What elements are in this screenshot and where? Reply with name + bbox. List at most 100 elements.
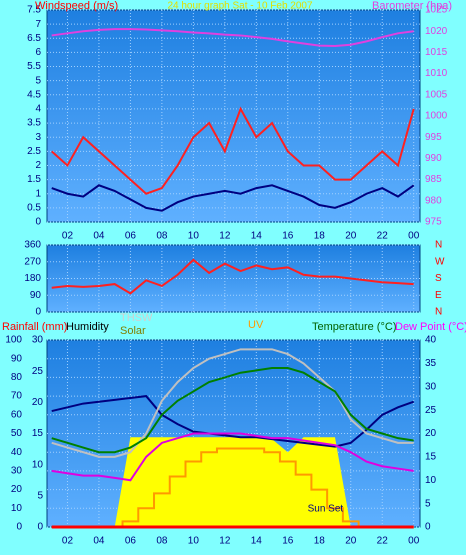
x-tick-label: 12 [219, 536, 231, 547]
x-tick-label: 20 [345, 536, 357, 547]
x-tick-label: 00 [408, 536, 420, 547]
y2-tick-label: S [435, 273, 442, 284]
area [51, 437, 414, 527]
y3-tick-label: 20 [32, 397, 44, 408]
y3-tick-label: 0 [37, 522, 43, 533]
y-tick-label: 0 [35, 307, 41, 318]
y2-tick-label: 5 [425, 498, 431, 509]
line [51, 367, 414, 454]
chart-title: 24 hour graph Sat - 10 Feb 2007 [167, 1, 313, 12]
x-tick-label: 18 [314, 231, 326, 242]
step-line [51, 447, 414, 528]
x-tick-label: 06 [125, 231, 137, 242]
y-tick-label: 3 [35, 132, 41, 143]
x-tick-label: 10 [188, 231, 200, 242]
y-tick-label: 0 [35, 217, 41, 228]
y3-tick-label: 30 [32, 335, 44, 346]
x-tick-label: 08 [156, 231, 168, 242]
line [51, 28, 414, 48]
y2-tick-label: E [435, 290, 442, 301]
y3-tick-label: 5 [37, 490, 43, 501]
line [51, 395, 415, 448]
y2-tick-label: 40 [425, 335, 437, 346]
y2-tick-label: 1015 [425, 47, 448, 58]
y2-tick-label: 990 [425, 153, 442, 164]
y-tick-label: 60 [11, 409, 23, 420]
y2-tick-label: 25 [425, 405, 437, 416]
y-tick-label: 180 [24, 273, 41, 284]
y3-tick-label: 10 [32, 459, 44, 470]
x-tick-label: 18 [314, 536, 326, 547]
y-axis-label: Windspeed (m/s) [35, 0, 118, 12]
y-tick-label: 50 [11, 428, 23, 439]
y2-tick-label: N [435, 240, 442, 251]
y2-tick-label: 0 [425, 522, 431, 533]
y2-tick-label: 1025 [425, 5, 448, 16]
y-tick-label: 6 [35, 47, 41, 58]
legend-entry: THSW [120, 312, 153, 324]
x-tick-label: 12 [219, 231, 231, 242]
y2-tick-label: W [435, 256, 445, 267]
y-tick-label: 40 [11, 447, 23, 458]
y-tick-label: 70 [11, 391, 23, 402]
legend-entry: Rainfall (mm) [2, 321, 67, 333]
x-tick-label: 04 [93, 536, 105, 547]
y-tick-label: 90 [11, 353, 23, 364]
y2-tick-label: 30 [425, 381, 437, 392]
y2-tick-label: 980 [425, 195, 442, 206]
x-tick-label: 06 [125, 536, 137, 547]
y2-tick-label: 15 [425, 452, 437, 463]
y-tick-label: 6.5 [27, 33, 41, 44]
y2-tick-label: 20 [425, 428, 437, 439]
line [51, 348, 414, 458]
y2-axis-label: Barometer (hpa) [372, 0, 452, 12]
y-tick-label: 1.5 [27, 174, 41, 185]
y3-tick-label: 25 [32, 366, 44, 377]
x-tick-label: 20 [345, 231, 357, 242]
legend-entry: Dew Point (°C) [395, 321, 466, 333]
y-tick-label: 360 [24, 240, 41, 251]
y2-tick-label: 1010 [425, 68, 448, 79]
y2-tick-label: 995 [425, 132, 442, 143]
y-tick-label: 7 [35, 19, 41, 30]
y-tick-label: 3.5 [27, 118, 41, 129]
x-tick-label: 14 [251, 536, 263, 547]
y-tick-label: 2 [35, 160, 41, 171]
legend-entry: Solar [120, 325, 146, 337]
y-tick-label: 4 [35, 104, 41, 115]
y2-tick-label: 10 [425, 475, 437, 486]
x-tick-label: 16 [282, 536, 294, 547]
x-tick-label: 16 [282, 231, 294, 242]
x-tick-label: 10 [188, 536, 200, 547]
line [51, 258, 414, 295]
y-tick-label: 80 [11, 372, 23, 383]
legend-entry: Temperature (°C) [312, 321, 396, 333]
x-tick-label: 02 [62, 536, 74, 547]
x-tick-label: 00 [408, 231, 420, 242]
y2-tick-label: N [435, 307, 442, 318]
line [51, 432, 414, 482]
line [51, 106, 415, 195]
y-tick-label: 2.5 [27, 146, 41, 157]
x-tick-label: 08 [156, 536, 168, 547]
x-tick-label: 22 [377, 231, 389, 242]
x-tick-label: 04 [93, 231, 105, 242]
y-tick-label: 30 [11, 466, 23, 477]
y2-tick-label: 985 [425, 174, 442, 185]
y2-tick-label: 975 [425, 217, 442, 228]
y-tick-label: 5.5 [27, 61, 41, 72]
legend-entry: UV [248, 319, 264, 331]
x-tick-label: 02 [62, 231, 74, 242]
x-tick-label: 22 [377, 536, 389, 547]
y-tick-label: 0 [16, 522, 22, 533]
y-tick-label: 270 [24, 256, 41, 267]
y2-tick-label: 1000 [425, 111, 448, 122]
y-tick-label: 100 [5, 335, 22, 346]
y-tick-label: 1 [35, 188, 41, 199]
y2-tick-label: 1020 [425, 26, 448, 37]
y-tick-label: 7.5 [27, 5, 41, 16]
y-tick-label: 4.5 [27, 89, 41, 100]
plot-area [46, 9, 421, 223]
y-tick-label: 10 [11, 503, 23, 514]
